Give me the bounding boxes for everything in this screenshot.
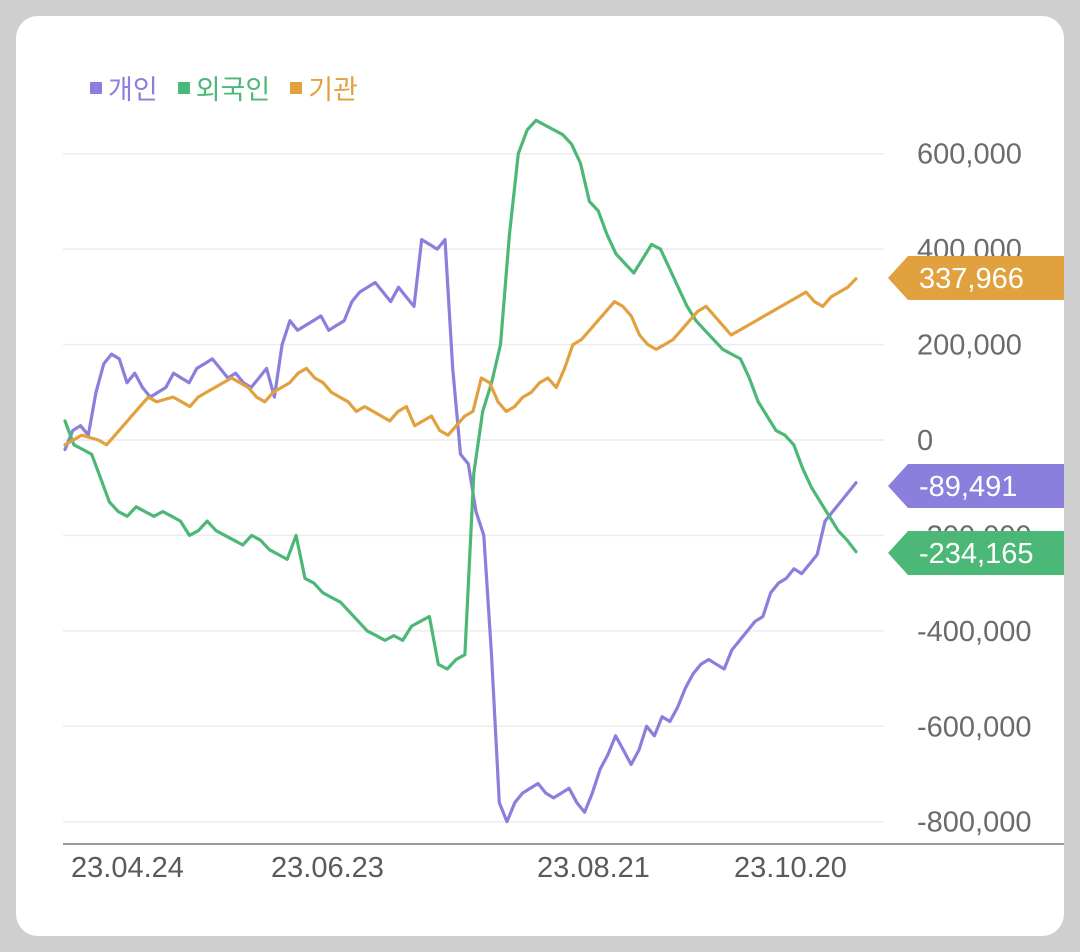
y-tick-label: 600,000 <box>917 139 1022 171</box>
badge-institution: 337,966 <box>888 256 1064 300</box>
x-axis-ticks: 23.04.24 23.06.23 23.08.21 23.10.20 <box>71 852 847 884</box>
chart-card: 개인 외국인 기관 600,000400,000200,0000-200,000… <box>16 16 1064 936</box>
legend-swatch-foreign <box>177 81 190 94</box>
badge-value: 337,966 <box>919 263 1024 295</box>
line-chart: 600,000400,000200,0000-200,000-400,000-6… <box>63 118 1064 884</box>
x-tick-label: 23.06.23 <box>271 852 384 884</box>
badge-value: -89,491 <box>919 471 1017 503</box>
series-line-foreign[interactable] <box>63 118 858 671</box>
series-line-institution[interactable] <box>63 277 858 447</box>
y-tick-label: -600,000 <box>917 711 1032 743</box>
series-line-individual[interactable] <box>63 238 858 824</box>
grid-lines <box>63 152 884 823</box>
legend-item-institution[interactable]: 기관 <box>290 68 358 107</box>
legend: 개인 외국인 기관 <box>90 68 358 107</box>
y-tick-label: 200,000 <box>917 330 1022 362</box>
x-tick-label: 23.08.21 <box>537 852 650 884</box>
y-tick-label: -800,000 <box>917 807 1032 839</box>
x-tick-label: 23.10.20 <box>734 852 847 884</box>
badge-shape <box>888 464 1064 508</box>
legend-item-individual[interactable]: 개인 <box>90 68 158 107</box>
legend-swatch-individual <box>90 81 102 94</box>
last-value-badges: -89,491 -234,165 337,966 <box>888 256 1064 575</box>
x-tick-label: 23.04.24 <box>71 852 184 884</box>
badge-individual: -89,491 <box>888 464 1064 508</box>
series-lines <box>63 118 858 824</box>
badge-shape <box>888 256 1064 300</box>
legend-label-individual: 개인 <box>108 75 158 106</box>
badge-shape <box>888 531 1064 575</box>
badge-value: -234,165 <box>919 538 1034 570</box>
y-tick-label: -400,000 <box>917 616 1032 648</box>
legend-item-foreign[interactable]: 외국인 <box>177 68 271 107</box>
badge-foreign: -234,165 <box>888 531 1064 575</box>
legend-swatch-institution <box>290 81 303 94</box>
legend-label-institution: 기관 <box>308 75 358 106</box>
legend-label-foreign: 외국인 <box>195 75 271 106</box>
y-tick-label: 0 <box>917 425 933 457</box>
